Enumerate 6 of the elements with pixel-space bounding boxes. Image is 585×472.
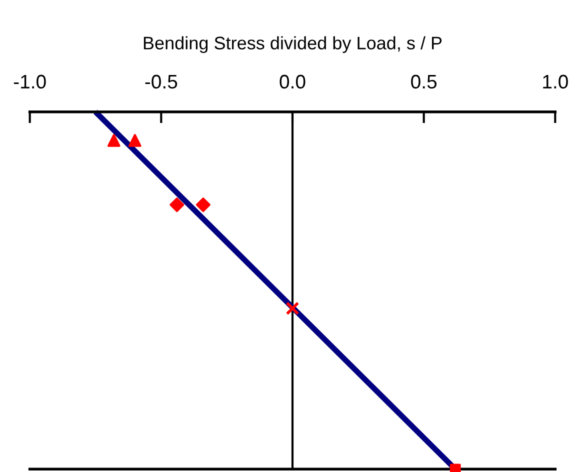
x-tick-label: 0.5 <box>411 74 437 89</box>
x-tick-label: 0.0 <box>280 74 306 89</box>
x-tick-label: 1.0 <box>543 74 568 89</box>
x-tick-label: -1.0 <box>14 74 46 89</box>
x-axis-title: Bending Stress divided by Load, s / P <box>144 36 442 54</box>
x-tick-label: -0.5 <box>145 74 178 89</box>
